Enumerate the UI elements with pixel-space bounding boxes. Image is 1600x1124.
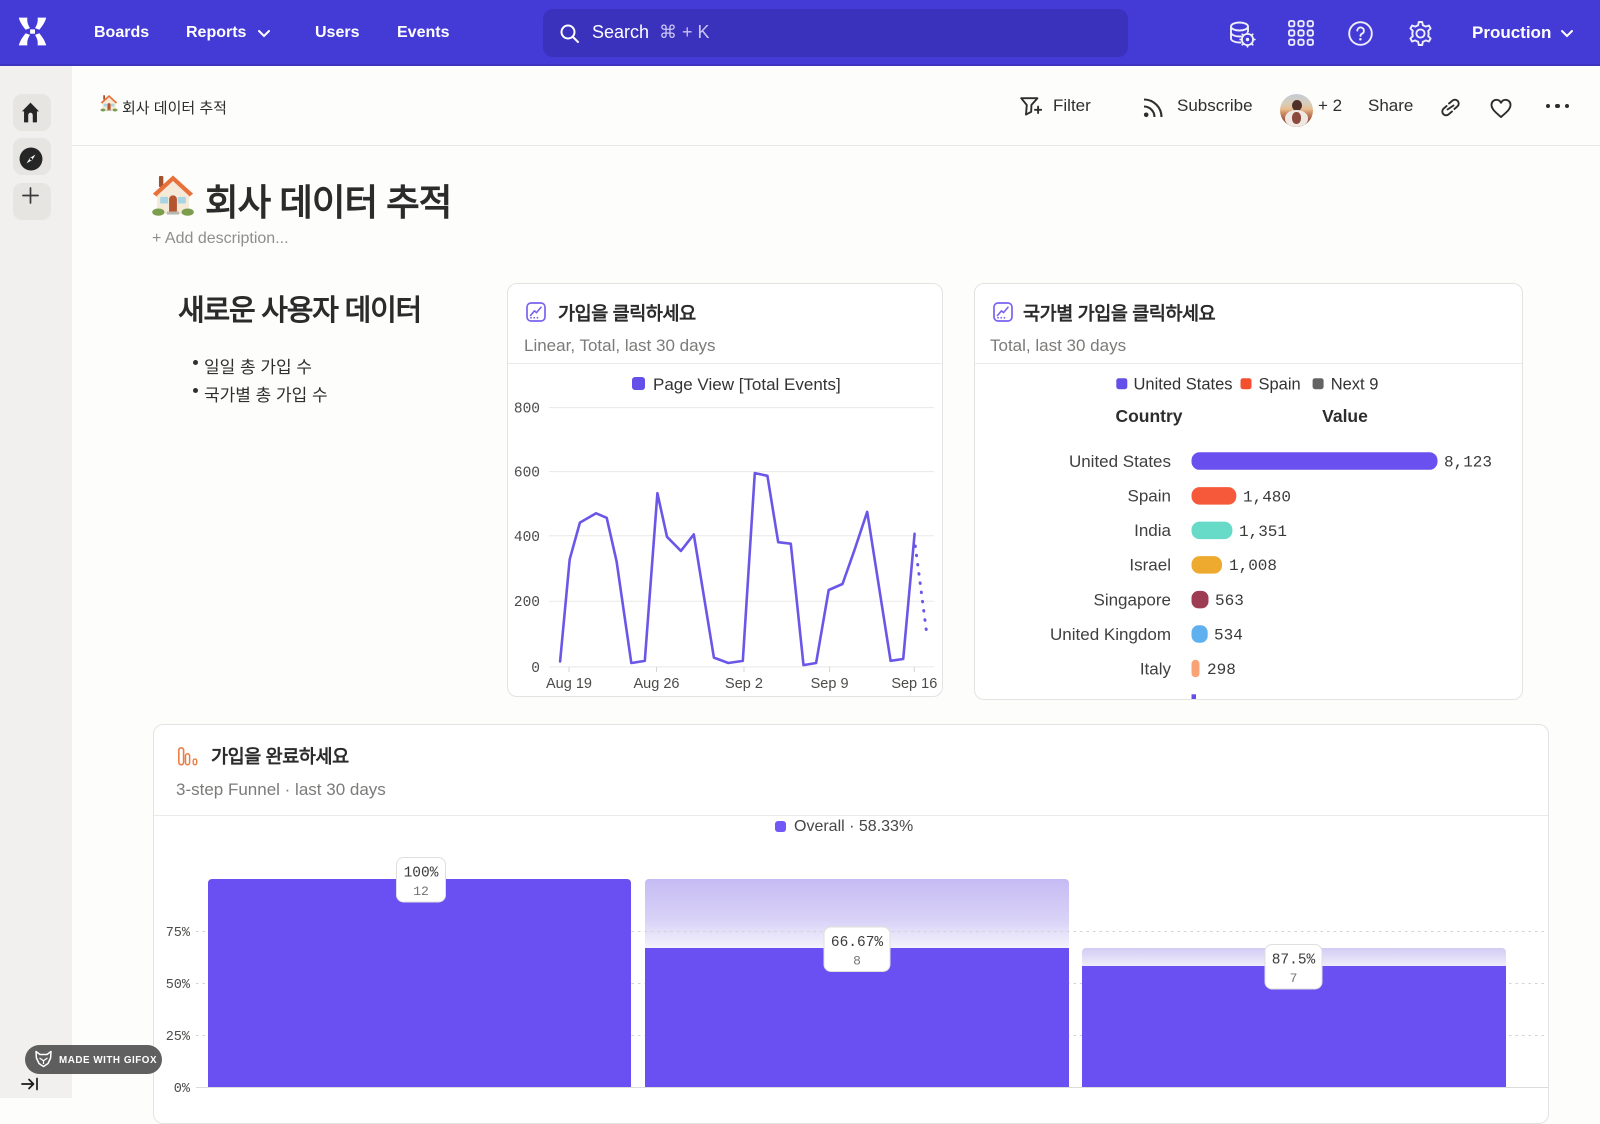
svg-text:Sep 9: Sep 9 [811, 676, 849, 692]
svg-text:200: 200 [514, 595, 540, 611]
svg-text:United States: United States [1069, 452, 1171, 471]
svg-text:United Kingdom: United Kingdom [1050, 625, 1171, 644]
svg-text:87.5%: 87.5% [1272, 953, 1316, 969]
svg-text:298: 298 [1207, 661, 1236, 679]
svg-text:Israel: Israel [1129, 556, 1171, 575]
svg-text:0%: 0% [174, 1082, 191, 1097]
svg-text:1,480: 1,480 [1243, 488, 1291, 506]
svg-text:United States: United States [1134, 376, 1233, 394]
svg-text:8,123: 8,123 [1444, 454, 1492, 472]
svg-text:Sep 2: Sep 2 [725, 676, 763, 692]
svg-text:800: 800 [514, 402, 540, 418]
svg-text:Italy: Italy [1140, 660, 1172, 679]
svg-text:1,351: 1,351 [1239, 523, 1287, 541]
svg-text:75%: 75% [166, 926, 191, 941]
svg-text:Aug 19: Aug 19 [546, 676, 592, 692]
svg-text:534: 534 [1214, 627, 1243, 645]
svg-text:25%: 25% [166, 1030, 191, 1045]
svg-text:Spain: Spain [1259, 376, 1301, 394]
svg-text:8: 8 [853, 954, 861, 969]
svg-text:66.67%: 66.67% [831, 935, 884, 951]
svg-text:India: India [1134, 521, 1171, 540]
svg-text:0: 0 [531, 661, 540, 677]
svg-text:Singapore: Singapore [1093, 591, 1171, 610]
svg-text:Country: Country [1115, 406, 1182, 426]
svg-text:600: 600 [514, 466, 540, 482]
svg-text:563: 563 [1215, 592, 1244, 610]
svg-text:12: 12 [413, 884, 429, 899]
svg-text:Aug 26: Aug 26 [634, 676, 680, 692]
svg-text:Next 9: Next 9 [1331, 376, 1379, 394]
svg-text:50%: 50% [166, 978, 191, 993]
svg-text:7: 7 [1290, 971, 1298, 986]
svg-text:Value: Value [1322, 406, 1368, 426]
svg-text:100%: 100% [404, 866, 439, 882]
svg-text:Sep 16: Sep 16 [891, 676, 937, 692]
svg-text:400: 400 [514, 530, 540, 546]
svg-text:Spain: Spain [1128, 487, 1171, 506]
svg-text:1,008: 1,008 [1229, 557, 1277, 575]
